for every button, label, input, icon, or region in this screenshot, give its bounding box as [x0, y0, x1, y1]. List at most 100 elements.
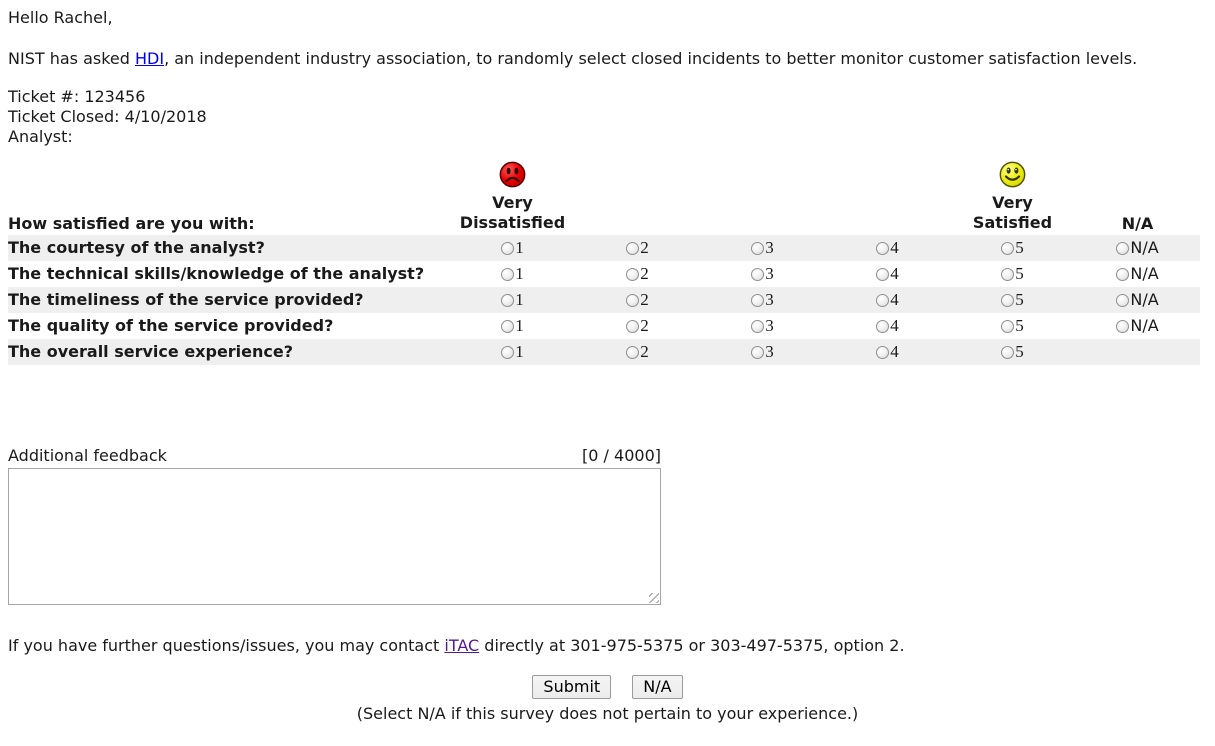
contact-text-after: directly at 301-975-5375 or 303-497-5375… [479, 636, 905, 655]
radio-label-na: N/A [1130, 290, 1159, 309]
feedback-textarea[interactable] [8, 468, 661, 605]
radio-q3-3[interactable] [751, 294, 765, 307]
submit-button[interactable]: Submit [532, 675, 612, 699]
radio-q2-1[interactable] [501, 268, 515, 281]
radio-label-1: 1 [515, 264, 524, 283]
radio-q4-5[interactable] [1001, 320, 1015, 333]
very-satisfied-icon [999, 161, 1026, 188]
question-row-overall: The overall service experience? 1 2 3 4 … [8, 339, 1200, 365]
radio-label-na: N/A [1130, 316, 1159, 335]
feedback-section: Additional feedback [0 / 4000] [8, 446, 661, 605]
radio-label-2: 2 [640, 238, 649, 257]
very-dissatisfied-icon [499, 161, 526, 188]
radio-label-5: 5 [1015, 342, 1024, 361]
intro-text-before: NIST has asked [8, 49, 135, 68]
radio-label-1: 1 [515, 238, 524, 257]
radio-q4-na[interactable] [1116, 320, 1130, 333]
ticket-info: Ticket #: 123456 Ticket Closed: 4/10/201… [8, 87, 1207, 147]
question-label: The courtesy of the analyst? [8, 238, 265, 257]
scale-right-label-line2: Satisfied [972, 213, 1053, 232]
radio-q4-4[interactable] [876, 320, 890, 333]
scale-right-anchor: Very Satisfied [950, 161, 1075, 235]
question-label: The quality of the service provided? [8, 316, 334, 335]
radio-q1-2[interactable] [626, 242, 640, 255]
survey-prompt: How satisfied are you with: [8, 214, 255, 233]
analyst-line: Analyst: [8, 127, 1207, 147]
na-caption: (Select N/A if this survey does not pert… [356, 704, 859, 723]
scale-right-label-line1: Very [992, 193, 1033, 212]
radio-q2-2[interactable] [626, 268, 640, 281]
radio-q2-3[interactable] [751, 268, 765, 281]
ticket-closed-value: 4/10/2018 [124, 107, 207, 126]
radio-q4-2[interactable] [626, 320, 640, 333]
analyst-label: Analyst: [8, 127, 73, 146]
radio-label-4: 4 [890, 342, 899, 361]
question-row-timeliness: The timeliness of the service provided? … [8, 287, 1200, 313]
intro-paragraph: NIST has asked HDI, an independent indus… [8, 49, 1207, 68]
radio-q1-5[interactable] [1001, 242, 1015, 255]
hdi-link[interactable]: HDI [135, 49, 165, 68]
feedback-char-counter: [0 / 4000] [582, 446, 661, 465]
feedback-label: Additional feedback [8, 446, 167, 465]
radio-label-2: 2 [640, 316, 649, 335]
radio-q1-4[interactable] [876, 242, 890, 255]
radio-q1-3[interactable] [751, 242, 765, 255]
radio-label-3: 3 [765, 290, 774, 309]
na-button[interactable]: N/A [632, 675, 683, 699]
radio-q4-1[interactable] [501, 320, 515, 333]
radio-label-3: 3 [765, 238, 774, 257]
radio-label-na: N/A [1130, 264, 1159, 283]
radio-q1-na[interactable] [1116, 242, 1130, 255]
greeting-text: Hello Rachel, [8, 8, 113, 27]
radio-label-3: 3 [765, 264, 774, 283]
radio-q2-5[interactable] [1001, 268, 1015, 281]
itac-link[interactable]: iTAC [444, 636, 480, 655]
scale-left-anchor: Very Dissatisfied [450, 161, 575, 235]
ticket-number-label: Ticket #: [8, 87, 80, 106]
question-label: The overall service experience? [8, 342, 294, 361]
contact-paragraph: If you have further questions/issues, yo… [8, 636, 1207, 655]
radio-label-4: 4 [890, 316, 899, 335]
radio-label-3: 3 [765, 342, 774, 361]
radio-q5-1[interactable] [501, 346, 515, 359]
radio-label-5: 5 [1015, 238, 1024, 257]
question-label: The technical skills/knowledge of the an… [8, 264, 425, 283]
question-row-quality: The quality of the service provided? 1 2… [8, 313, 1200, 339]
radio-label-2: 2 [640, 290, 649, 309]
ticket-number-line: Ticket #: 123456 [8, 87, 1207, 107]
question-row-technical-skills: The technical skills/knowledge of the an… [8, 261, 1200, 287]
radio-label-2: 2 [640, 342, 649, 361]
ticket-closed-label: Ticket Closed: [8, 107, 120, 126]
radio-q5-3[interactable] [751, 346, 765, 359]
radio-q3-na[interactable] [1116, 294, 1130, 307]
radio-q3-5[interactable] [1001, 294, 1015, 307]
scale-header-row: How satisfied are you with: Very Dissati… [8, 161, 1200, 235]
radio-label-5: 5 [1015, 290, 1024, 309]
scale-left-label-line1: Very [492, 193, 533, 212]
radio-q2-na[interactable] [1116, 268, 1130, 281]
radio-label-5: 5 [1015, 264, 1024, 283]
radio-q4-3[interactable] [751, 320, 765, 333]
na-column-header: N/A [1121, 214, 1154, 233]
radio-q2-4[interactable] [876, 268, 890, 281]
radio-q5-2[interactable] [626, 346, 640, 359]
radio-label-3: 3 [765, 316, 774, 335]
ticket-number-value: 123456 [84, 87, 146, 106]
empty-na-cell [1075, 339, 1200, 365]
ticket-closed-line: Ticket Closed: 4/10/2018 [8, 107, 1207, 127]
radio-q5-4[interactable] [876, 346, 890, 359]
radio-q3-2[interactable] [626, 294, 640, 307]
radio-q3-1[interactable] [501, 294, 515, 307]
radio-label-na: N/A [1130, 238, 1159, 257]
satisfaction-table: How satisfied are you with: Very Dissati… [8, 161, 1200, 365]
button-row: Submit N/A [8, 675, 1207, 699]
radio-label-5: 5 [1015, 316, 1024, 335]
radio-label-4: 4 [890, 238, 899, 257]
radio-label-2: 2 [640, 264, 649, 283]
radio-label-4: 4 [890, 264, 899, 283]
radio-q5-5[interactable] [1001, 346, 1015, 359]
radio-q1-1[interactable] [501, 242, 515, 255]
question-row-courtesy: The courtesy of the analyst? 1 2 3 4 5 N… [8, 235, 1200, 261]
radio-q3-4[interactable] [876, 294, 890, 307]
intro-text-after: , an independent industry association, t… [164, 49, 1138, 68]
